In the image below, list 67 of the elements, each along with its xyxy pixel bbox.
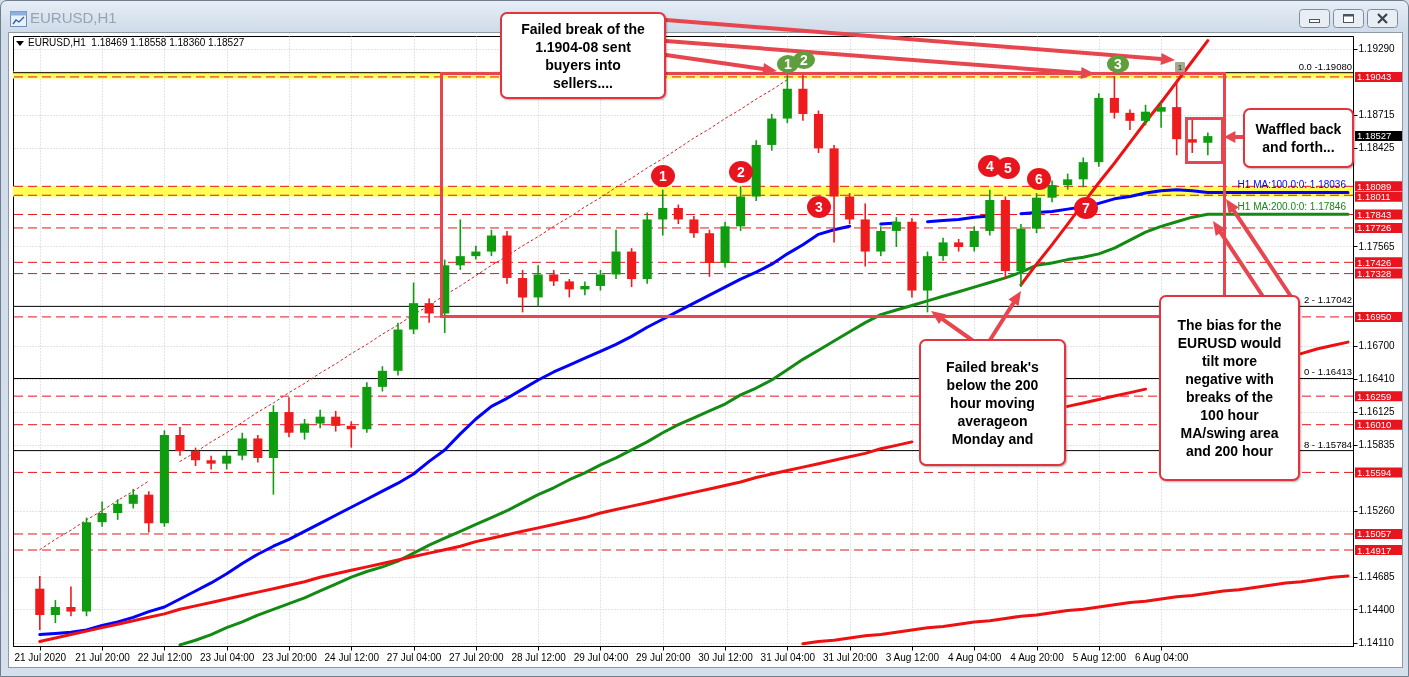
annotation: 4 — [978, 155, 1002, 177]
x-tick-label: 5 Aug 12:00 — [1072, 651, 1127, 663]
annotation: 1 — [651, 165, 675, 187]
chart-subtitle: EURUSD,H1 1.18469 1.18558 1.18360 1.18527 — [28, 37, 245, 49]
x-tick-label: 23 Jul 04:00 — [199, 651, 255, 663]
x-tick-label: 29 Jul 04:00 — [573, 651, 629, 663]
ref-line-label: 1.16950 — [1357, 311, 1392, 323]
ref-line-label: 1.17726 — [1357, 222, 1392, 234]
y-tick-label: 1.14685 — [1358, 571, 1396, 583]
annotation: 2 - 1.17042 — [1303, 294, 1352, 306]
x-tick-label: 3 Aug 12:00 — [885, 651, 940, 663]
y-tick-label: 1.14400 — [1358, 603, 1396, 615]
annotation: 2 — [793, 51, 815, 69]
annotation: 0.0 -1.19080 — [1298, 60, 1352, 72]
ref-line-label: 1.18089 — [1357, 180, 1392, 192]
x-tick-label: 4 Aug 04:00 — [948, 651, 1002, 663]
ref-line-label: 1.14917 — [1357, 544, 1392, 556]
annotation: 2 — [729, 161, 753, 183]
y-tick-label: 1.17565 — [1358, 240, 1396, 252]
y-tick-label: 1.16410 — [1358, 373, 1396, 385]
chart-title: EURUSD,H1 — [30, 9, 117, 26]
y-tick-label: 1.16125 — [1358, 406, 1396, 418]
x-tick-label: 22 Jul 12:00 — [137, 651, 193, 663]
ref-line-label: 1.19043 — [1357, 71, 1392, 83]
x-tick-label: 27 Jul 04:00 — [386, 651, 442, 663]
x-tick-label: 21 Jul 2020 — [14, 651, 67, 663]
annotation: 0 - 1.16413 — [1303, 366, 1352, 378]
annotation: 6 — [1027, 168, 1051, 190]
annotation: Failed break's below the 200 hour moving averageon Monday and — [946, 357, 1039, 448]
x-tick-label: 4 Aug 20:00 — [1010, 651, 1065, 663]
annotation: 7 — [1074, 197, 1098, 219]
ref-line-label: 1.17426 — [1357, 256, 1392, 268]
annotation: The bias for the EURUSD would tilt more negative with breaks of the 100 hour MA/swing area and 200 hour — [1177, 316, 1282, 460]
y-tick-label: 1.19290 — [1358, 43, 1396, 55]
annotation: 3 — [1107, 55, 1129, 73]
ref-line-label: 1.16259 — [1357, 390, 1392, 402]
ref-line-label: 1.17328 — [1357, 268, 1392, 280]
annotation: 1 — [777, 55, 799, 73]
x-tick-label: 31 Jul 20:00 — [822, 651, 878, 663]
series-label: H1 MA:200.0:0: 1.17846 — [1237, 201, 1347, 213]
annotation: 1 — [1175, 62, 1185, 72]
ref-line-label: 1.15594 — [1357, 466, 1392, 478]
ref-line-label: 1.18011 — [1357, 191, 1391, 203]
annotation: Waffled back and forth... — [1255, 120, 1342, 156]
x-tick-label: 27 Jul 20:00 — [449, 651, 505, 663]
x-tick-label: 28 Jul 12:00 — [511, 651, 567, 663]
y-tick-label: 1.18425 — [1358, 142, 1396, 154]
annotation: 5 — [996, 157, 1020, 179]
ref-line-label: 1.15057 — [1357, 528, 1392, 540]
y-tick-label: 1.15835 — [1358, 439, 1396, 451]
annotation: Failed break of the 1.1904-08 sent buyers into sellers.... — [521, 19, 645, 92]
annotation: 8 - 1.15784 — [1303, 438, 1352, 450]
annotation: 3 — [807, 196, 831, 218]
y-tick-label: 1.16700 — [1358, 340, 1396, 352]
x-tick-label: 21 Jul 20:00 — [75, 651, 131, 663]
x-tick-label: 6 Aug 04:00 — [1134, 651, 1189, 663]
x-tick-label: 24 Jul 12:00 — [324, 651, 380, 663]
x-tick-label: 30 Jul 12:00 — [698, 651, 754, 663]
y-tick-label: 1.14110 — [1358, 637, 1395, 649]
y-tick-label: 1.15260 — [1358, 505, 1396, 517]
ref-line-label: 1.17843 — [1357, 209, 1392, 221]
ref-line-label: 1.16010 — [1357, 419, 1392, 431]
x-tick-label: 23 Jul 20:00 — [262, 651, 318, 663]
y-tick-label: 1.18715 — [1358, 109, 1396, 121]
text: 1.18527 — [1355, 130, 1402, 141]
x-tick-label: 31 Jul 04:00 — [760, 651, 816, 663]
x-tick-label: 29 Jul 20:00 — [636, 651, 691, 663]
